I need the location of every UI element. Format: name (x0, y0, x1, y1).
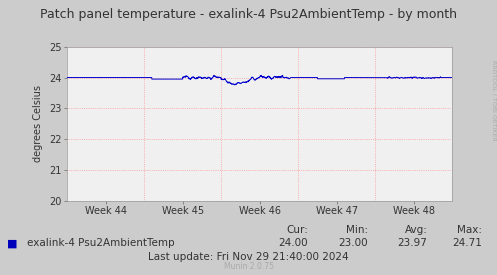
Text: 23.00: 23.00 (338, 238, 368, 248)
Text: Munin 2.0.75: Munin 2.0.75 (224, 262, 273, 271)
Text: Max:: Max: (457, 225, 482, 235)
Text: exalink-4 Psu2AmbientTemp: exalink-4 Psu2AmbientTemp (27, 238, 175, 248)
Text: 23.97: 23.97 (398, 238, 427, 248)
Text: Last update: Fri Nov 29 21:40:00 2024: Last update: Fri Nov 29 21:40:00 2024 (148, 252, 349, 262)
Text: Min:: Min: (345, 225, 368, 235)
Text: 24.71: 24.71 (452, 238, 482, 248)
Text: ■: ■ (7, 238, 18, 248)
Text: Patch panel temperature - exalink-4 Psu2AmbientTemp - by month: Patch panel temperature - exalink-4 Psu2… (40, 8, 457, 21)
Text: RRDTOOL / TOBI OETIKER: RRDTOOL / TOBI OETIKER (491, 60, 496, 141)
Y-axis label: degrees Celsius: degrees Celsius (33, 85, 43, 162)
Text: Avg:: Avg: (405, 225, 427, 235)
Text: 24.00: 24.00 (278, 238, 308, 248)
Text: Cur:: Cur: (286, 225, 308, 235)
